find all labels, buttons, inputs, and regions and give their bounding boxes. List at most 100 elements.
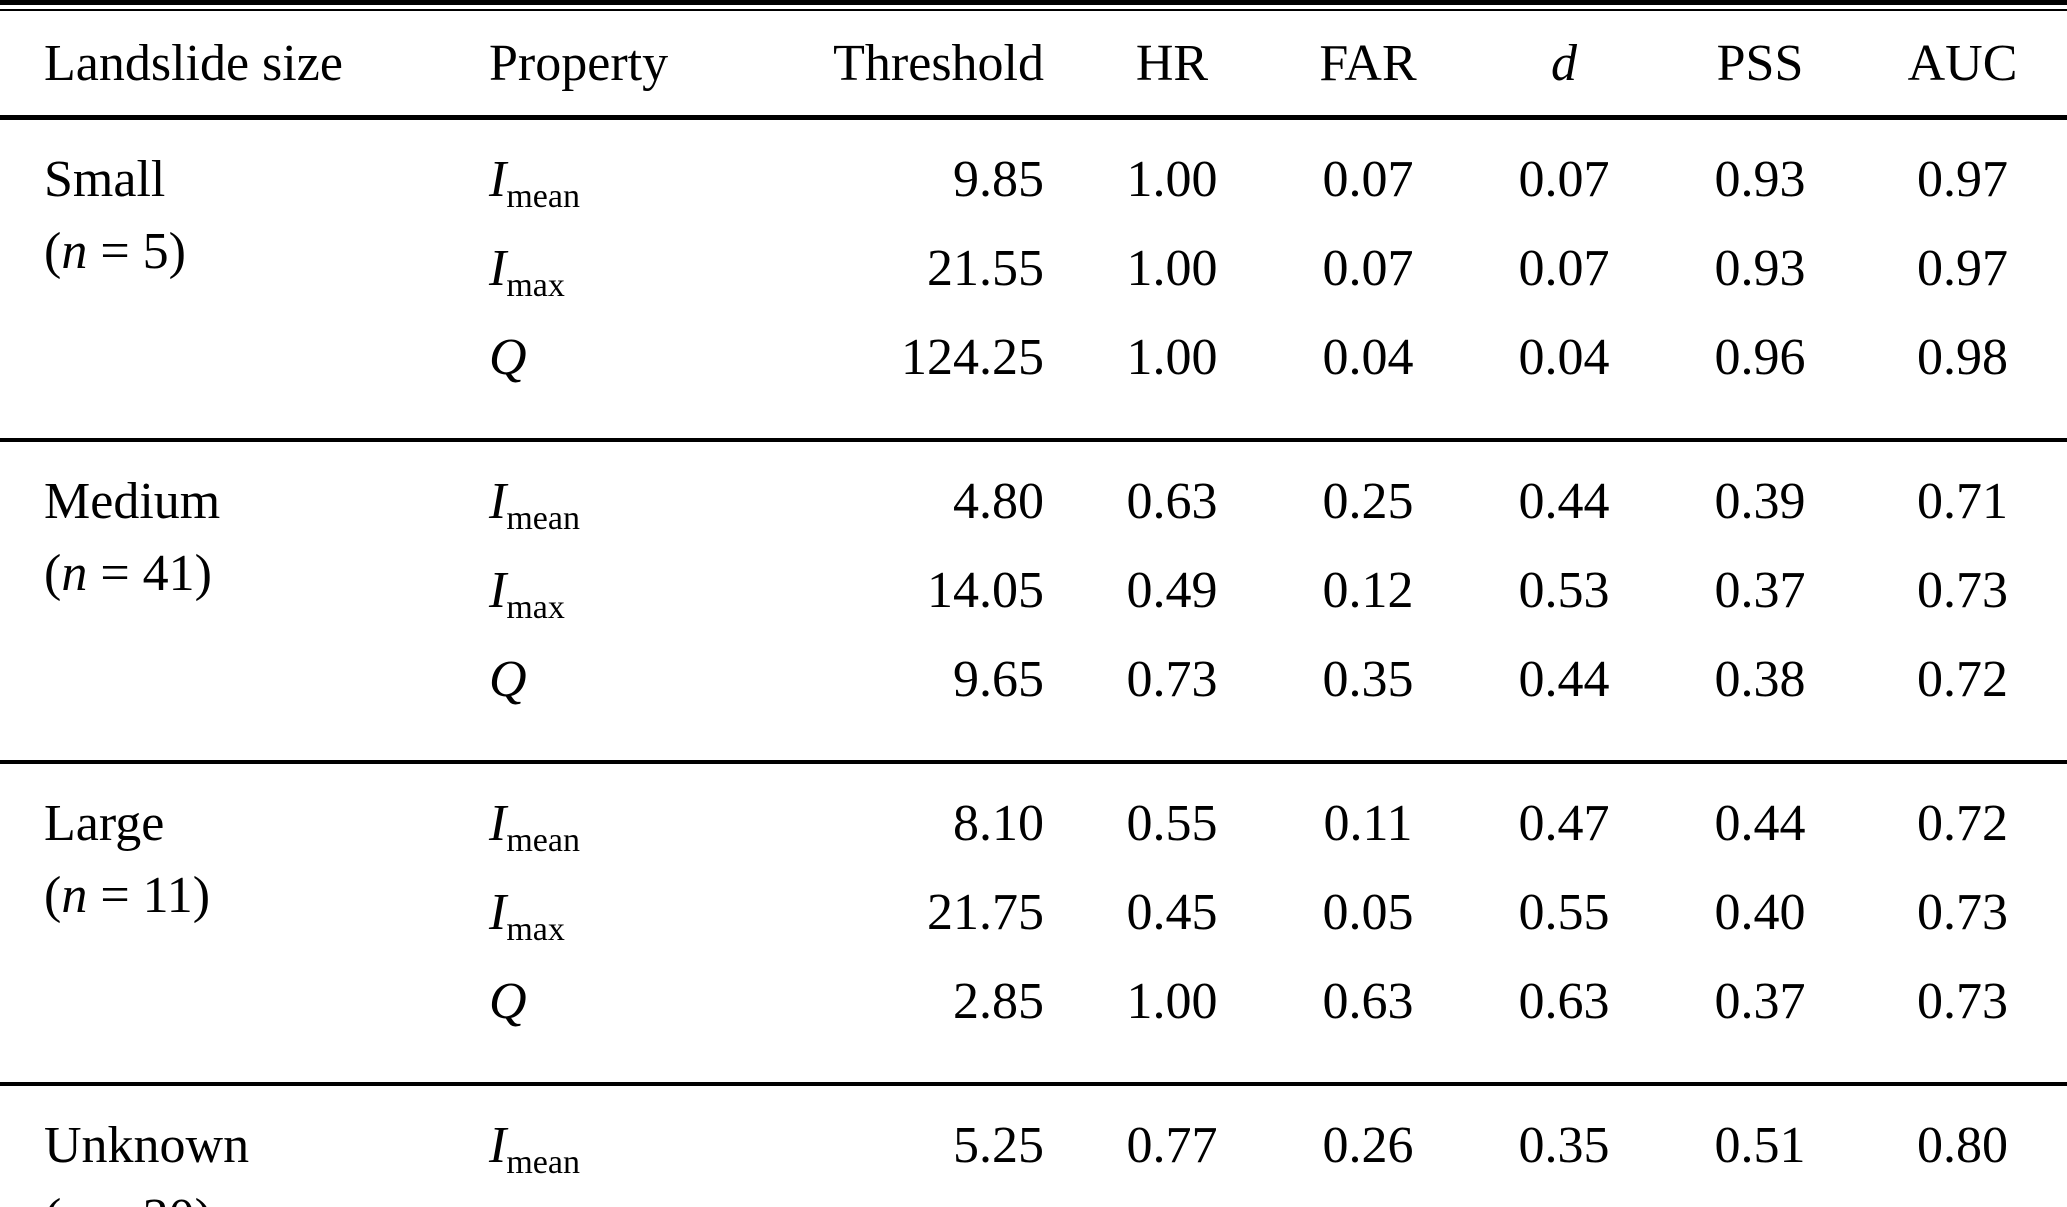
- property-cell: Q: [489, 644, 781, 762]
- table-row: Imax 14.05 0.49 0.12 0.53 0.37 0.73: [0, 555, 2067, 644]
- n-symbol: n: [61, 545, 88, 602]
- paren-close: ): [194, 545, 212, 602]
- header-auc: AUC: [1858, 11, 2067, 120]
- header-landslide-size: Landslide size: [0, 11, 489, 120]
- threshold-value: 5.25: [953, 1117, 1044, 1174]
- group-count-label: (n = 41): [44, 538, 489, 610]
- property-symbol: I: [489, 562, 507, 619]
- group-label-cell: Medium (n = 41): [0, 440, 489, 762]
- group-label-cell: Small (n = 5): [0, 118, 489, 441]
- far-value: 0.04: [1322, 329, 1414, 386]
- threshold-value: 9.65: [953, 651, 1044, 708]
- threshold-value: 21.55: [927, 240, 1044, 297]
- property-cell: Imean: [489, 440, 781, 555]
- pss-value: 0.39: [1714, 473, 1806, 530]
- group-medium: Medium (n = 41) Imean 4.80 0.63 0.25 0.4…: [0, 440, 2067, 762]
- auc-value: 0.73: [1917, 973, 2008, 1030]
- far-value: 0.25: [1322, 473, 1414, 530]
- hr-value: 1.00: [1126, 973, 1218, 1030]
- header-pss: PSS: [1662, 11, 1858, 120]
- auc-value: 0.73: [1917, 884, 2008, 941]
- auc-value: 0.97: [1917, 151, 2008, 208]
- d-value: 0.44: [1518, 651, 1610, 708]
- threshold-value: 21.75: [927, 884, 1044, 941]
- paren-close: ): [195, 1189, 212, 1207]
- property-subscript: max: [506, 267, 565, 304]
- table-row: Medium (n = 41) Imean 4.80 0.63 0.25 0.4…: [0, 440, 2067, 602]
- property-symbol: I: [489, 884, 507, 941]
- threshold-value: 14.05: [927, 562, 1044, 619]
- n-value: 41: [142, 545, 195, 602]
- table-row: Imax 21.55 1.00 0.07 0.07 0.93 0.97: [0, 233, 2067, 322]
- far-value: 0.63: [1322, 973, 1414, 1030]
- far-value: 0.05: [1322, 884, 1414, 941]
- n-symbol: n: [61, 223, 88, 280]
- property-symbol: I: [489, 795, 507, 852]
- far-value: 0.11: [1323, 795, 1413, 852]
- paren-open: (: [44, 223, 62, 280]
- pss-value: 0.37: [1714, 562, 1806, 619]
- group-label-cell: Large (n = 11): [0, 762, 489, 1084]
- table-row: Unknown (n = 30) Imean 5.25 0.77 0.26 0.…: [0, 1084, 2067, 1207]
- n-value: 30: [143, 1189, 195, 1207]
- group-size-label: Unknown: [44, 1117, 250, 1174]
- n-symbol: n: [61, 1189, 87, 1207]
- property-symbol: I: [489, 151, 507, 208]
- property-symbol: I: [489, 1117, 507, 1174]
- property-symbol: I: [489, 473, 507, 530]
- header-d: d: [1466, 11, 1662, 120]
- hr-value: 0.63: [1126, 473, 1218, 530]
- property-symbol: Q: [489, 651, 527, 708]
- table-header: Landslide size Property Threshold HR FAR…: [0, 11, 2067, 120]
- property-subscript: max: [506, 911, 565, 948]
- table-row: Q 2.85 1.00 0.63 0.63 0.37 0.73: [0, 966, 2067, 1084]
- group-count-label: (n = 5): [44, 216, 489, 288]
- paren-open: (: [44, 867, 62, 924]
- d-value: 0.53: [1518, 562, 1610, 619]
- d-value: 0.32: [1466, 1199, 1662, 1207]
- hr-value: 1.00: [1126, 240, 1218, 297]
- pss-value: 0.57: [1662, 1199, 1858, 1207]
- table-row: Q 124.25 1.00 0.04 0.04 0.96 0.98: [0, 322, 2067, 440]
- auc-value: 0.72: [1917, 795, 2008, 852]
- property-cell: Imean: [489, 762, 781, 877]
- pss-value: 0.38: [1714, 651, 1806, 708]
- far-value: 0.12: [1322, 562, 1414, 619]
- header-row: Landslide size Property Threshold HR FAR…: [0, 11, 2067, 120]
- d-value: 0.04: [1518, 329, 1610, 386]
- group-size-label: Large: [44, 795, 165, 852]
- paren-close: ): [192, 867, 211, 924]
- group-small: Small (n = 5) Imean 9.85 1.00 0.07 0.07 …: [0, 118, 2067, 441]
- far-value: 0.17: [1270, 1199, 1466, 1207]
- property-cell: Imean: [489, 1084, 781, 1199]
- threshold-value: 13.25: [781, 1199, 1074, 1207]
- n-value: 5: [142, 223, 169, 280]
- d-value: 0.63: [1518, 973, 1610, 1030]
- pss-value: 0.96: [1714, 329, 1806, 386]
- auc-value: 0.98: [1917, 329, 2008, 386]
- n-symbol: n: [61, 867, 88, 924]
- property-cell: Imean: [489, 118, 781, 234]
- auc-value: 0.71: [1917, 473, 2008, 530]
- property-subscript: mean: [506, 822, 580, 859]
- pss-value: 0.40: [1714, 884, 1806, 941]
- group-label-cell: Unknown (n = 30): [0, 1084, 489, 1207]
- group-large: Large (n = 11) Imean 8.10 0.55 0.11 0.47…: [0, 762, 2067, 1084]
- threshold-value: 8.10: [953, 795, 1044, 852]
- pss-value: 0.93: [1714, 240, 1806, 297]
- n-value: 11: [142, 867, 193, 924]
- property-symbol: Q: [489, 973, 527, 1030]
- property-cell: Q: [489, 322, 781, 440]
- table-row: Imax 21.75 0.45 0.05 0.55 0.40 0.73: [0, 877, 2067, 966]
- group-count-label: (n = 11): [44, 860, 489, 932]
- group-unknown: Unknown (n = 30) Imean 5.25 0.77 0.26 0.…: [0, 1084, 2067, 1207]
- table-row: Large (n = 11) Imean 8.10 0.55 0.11 0.47…: [0, 762, 2067, 924]
- far-value: 0.35: [1322, 651, 1414, 708]
- results-table: Landslide size Property Threshold HR FAR…: [0, 11, 2067, 1207]
- property-subscript: mean: [506, 500, 580, 537]
- pss-value: 0.37: [1714, 973, 1806, 1030]
- auc-value: 0.73: [1917, 562, 2008, 619]
- equals-sign: =: [87, 1189, 142, 1207]
- equals-sign: =: [87, 223, 143, 280]
